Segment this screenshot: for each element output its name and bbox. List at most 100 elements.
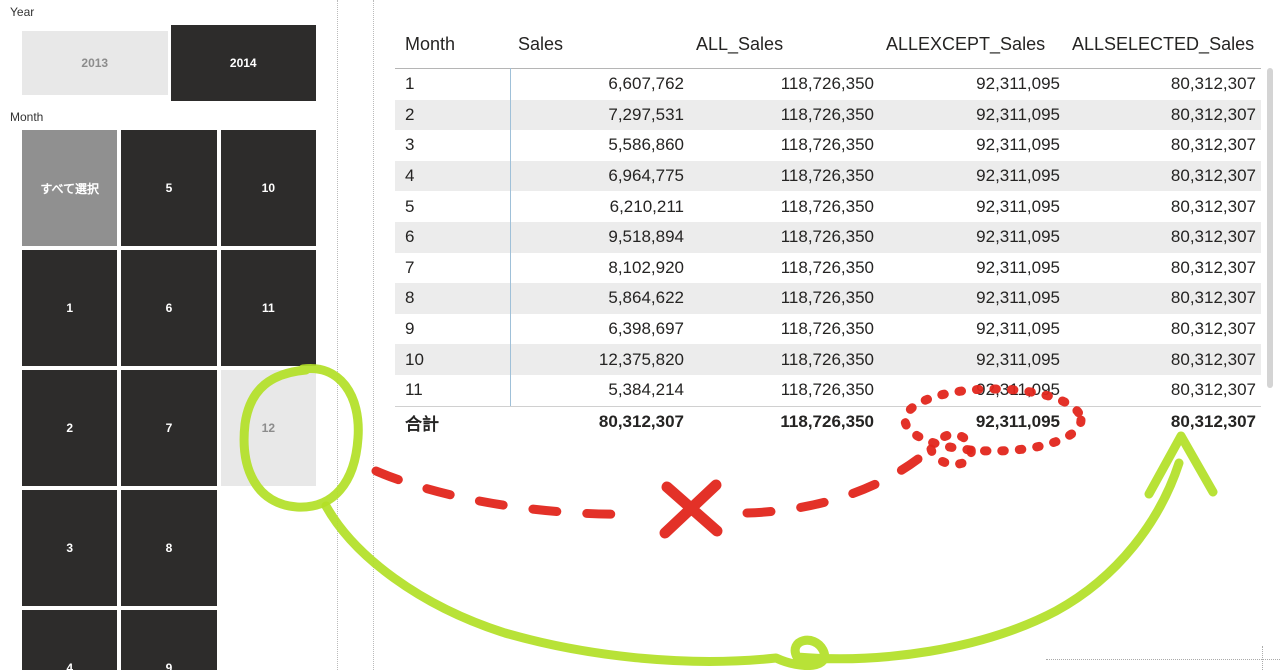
table-row: 11 5,384,214 118,726,350 92,311,095 80,312,3…	[395, 375, 1261, 406]
dotted-guide-line	[337, 0, 338, 670]
green-arrow-curve	[321, 458, 1184, 670]
month-button-12[interactable]: 12	[220, 370, 316, 486]
cell-value: 118,726,350	[780, 412, 874, 432]
table-row: 4 6,964,775 118,726,350 92,311,095 80,312,30…	[395, 160, 1261, 192]
cell-value: 6,964,775	[608, 166, 684, 186]
year-button-2013[interactable]: 2013	[22, 31, 168, 95]
cell-month: 10	[405, 349, 424, 369]
table-row: 1 6,607,762 118,726,350 92,311,095 80,312,30…	[395, 69, 1261, 100]
year-slicer-buttons: 2013 2014	[22, 24, 316, 102]
cell-value: 80,312,307	[1170, 104, 1256, 124]
table-row: 3 5,586,860 118,726,350 92,311,095 80,312,30…	[395, 130, 1261, 161]
cell-value: 6,210,211	[609, 196, 684, 216]
month-button-6[interactable]: 6	[121, 250, 217, 366]
month-button-7[interactable]: 7	[121, 370, 217, 486]
table-body: 1 6,607,762 118,726,350 92,311,095 80,312,30…	[395, 69, 1261, 406]
cell-value: 92,311,095	[975, 412, 1060, 432]
cell-value: 92,311,095	[976, 349, 1060, 369]
table-row: 7 8,102,920 118,726,350 92,311,095 80,312,30…	[395, 253, 1261, 284]
table-row: 2 7,297,531 118,726,350 92,311,095 80,312,30…	[395, 99, 1261, 131]
cell-value: 118,726,350	[780, 319, 874, 339]
cell-month: 2	[405, 104, 415, 124]
cell-value: 80,312,307	[1170, 257, 1256, 277]
month-button-4[interactable]: 4	[22, 610, 118, 670]
cell-value: 80,312,307	[1170, 380, 1256, 400]
cell-value: 118,726,350	[780, 380, 874, 400]
cell-month: 6	[405, 227, 415, 247]
column-header-sales[interactable]: Sales	[518, 33, 564, 54]
dotted-guide-line	[1046, 659, 1280, 660]
column-header-allexcept_sales[interactable]: ALLEXCEPT_Sales	[886, 33, 1046, 54]
month-button-1[interactable]: 1	[22, 250, 118, 366]
cell-month: 9	[405, 319, 415, 339]
table-scrollbar[interactable]	[1267, 68, 1273, 388]
cell-value: 118,726,350	[780, 196, 874, 216]
cell-value: 92,311,095	[976, 319, 1060, 339]
month-grid-empty	[221, 490, 316, 606]
month-button-3[interactable]: 3	[22, 490, 118, 606]
cell-value: 80,312,307	[1170, 227, 1256, 247]
red-dashed-arrow-right	[742, 454, 923, 518]
cell-month: 5	[405, 196, 415, 216]
cell-value: 92,311,095	[976, 288, 1060, 308]
cell-value: 8,102,920	[608, 257, 684, 277]
cell-value: 92,311,095	[976, 227, 1060, 247]
cell-value: 80,312,307	[1170, 349, 1256, 369]
red-cross	[659, 479, 723, 539]
cell-value: 118,726,350	[780, 166, 874, 186]
cell-value: 92,311,095	[976, 380, 1060, 400]
cell-value: 118,726,350	[780, 257, 874, 277]
cell-value: 80,312,307	[1170, 288, 1256, 308]
cell-value: 92,311,095	[976, 257, 1060, 277]
column-header-allselected_sales[interactable]: ALLSELECTED_Sales	[1072, 33, 1255, 54]
red-dotted-scribble	[926, 430, 976, 469]
cell-value: 80,312,307	[1170, 74, 1256, 94]
cell-value: 92,311,095	[976, 104, 1060, 124]
cell-value: 5,586,860	[608, 135, 684, 155]
cell-value: 118,726,350	[780, 227, 874, 247]
month-button-11[interactable]: 11	[220, 250, 316, 366]
red-dashed-arrow-left	[371, 466, 639, 519]
cell-month: 7	[405, 257, 415, 277]
cell-value: 92,311,095	[976, 135, 1060, 155]
month-button-8[interactable]: 8	[121, 490, 217, 606]
cell-month: 3	[405, 135, 415, 155]
table-header-row: Month Sales ALL_Sales ALLEXCEPT_Sales ALLSEL…	[395, 20, 1261, 69]
dotted-guide-line	[1262, 646, 1263, 670]
month-button-5[interactable]: 5	[121, 130, 217, 246]
cell-value: 9,518,894	[608, 227, 684, 247]
table-row: 6 9,518,894 118,726,350 92,311,095 80,312,30…	[395, 221, 1261, 253]
cell-value: 5,864,622	[608, 288, 684, 308]
cell-value: 6,607,762	[608, 74, 684, 94]
month-button-10[interactable]: 10	[220, 130, 316, 246]
cell-month: 1	[405, 74, 415, 94]
cell-value: 92,311,095	[976, 196, 1060, 216]
cell-month: 4	[405, 166, 415, 186]
column-header-month[interactable]: Month	[405, 33, 456, 54]
cell-value: 80,312,307	[598, 412, 684, 432]
table-row: 5 6,210,211 118,726,350 92,311,095 80,312,30…	[395, 191, 1261, 222]
column-header-all_sales[interactable]: ALL_Sales	[696, 33, 784, 54]
month-button-2[interactable]: 2	[22, 370, 118, 486]
cell-month: 合計	[405, 414, 439, 434]
cell-value: 5,384,214	[608, 380, 684, 400]
cell-value: 118,726,350	[780, 135, 874, 155]
cell-value: 80,312,307	[1170, 196, 1256, 216]
year-button-2014[interactable]: 2014	[170, 25, 316, 101]
cell-month: 8	[405, 288, 415, 308]
table-row: 8 5,864,622 118,726,350 92,311,095 80,312,30…	[395, 283, 1261, 314]
table-row: 10 12,375,820 118,726,350 92,311,095 80,312,…	[395, 344, 1261, 375]
cell-value: 80,312,307	[1170, 412, 1256, 432]
cell-value: 6,398,697	[608, 319, 684, 339]
month-button-9[interactable]: 9	[121, 610, 217, 670]
cell-value: 80,312,307	[1170, 319, 1256, 339]
year-slicer-title: Year	[10, 5, 35, 19]
month-button-すべて選択[interactable]: すべて選択	[22, 130, 118, 246]
column-separator-line	[510, 68, 511, 406]
cell-value: 92,311,095	[976, 74, 1060, 94]
cell-value: 7,297,531	[608, 104, 684, 124]
cell-value: 118,726,350	[780, 104, 874, 124]
month-slicer-title: Month	[10, 110, 44, 124]
month-grid-empty	[221, 610, 316, 670]
